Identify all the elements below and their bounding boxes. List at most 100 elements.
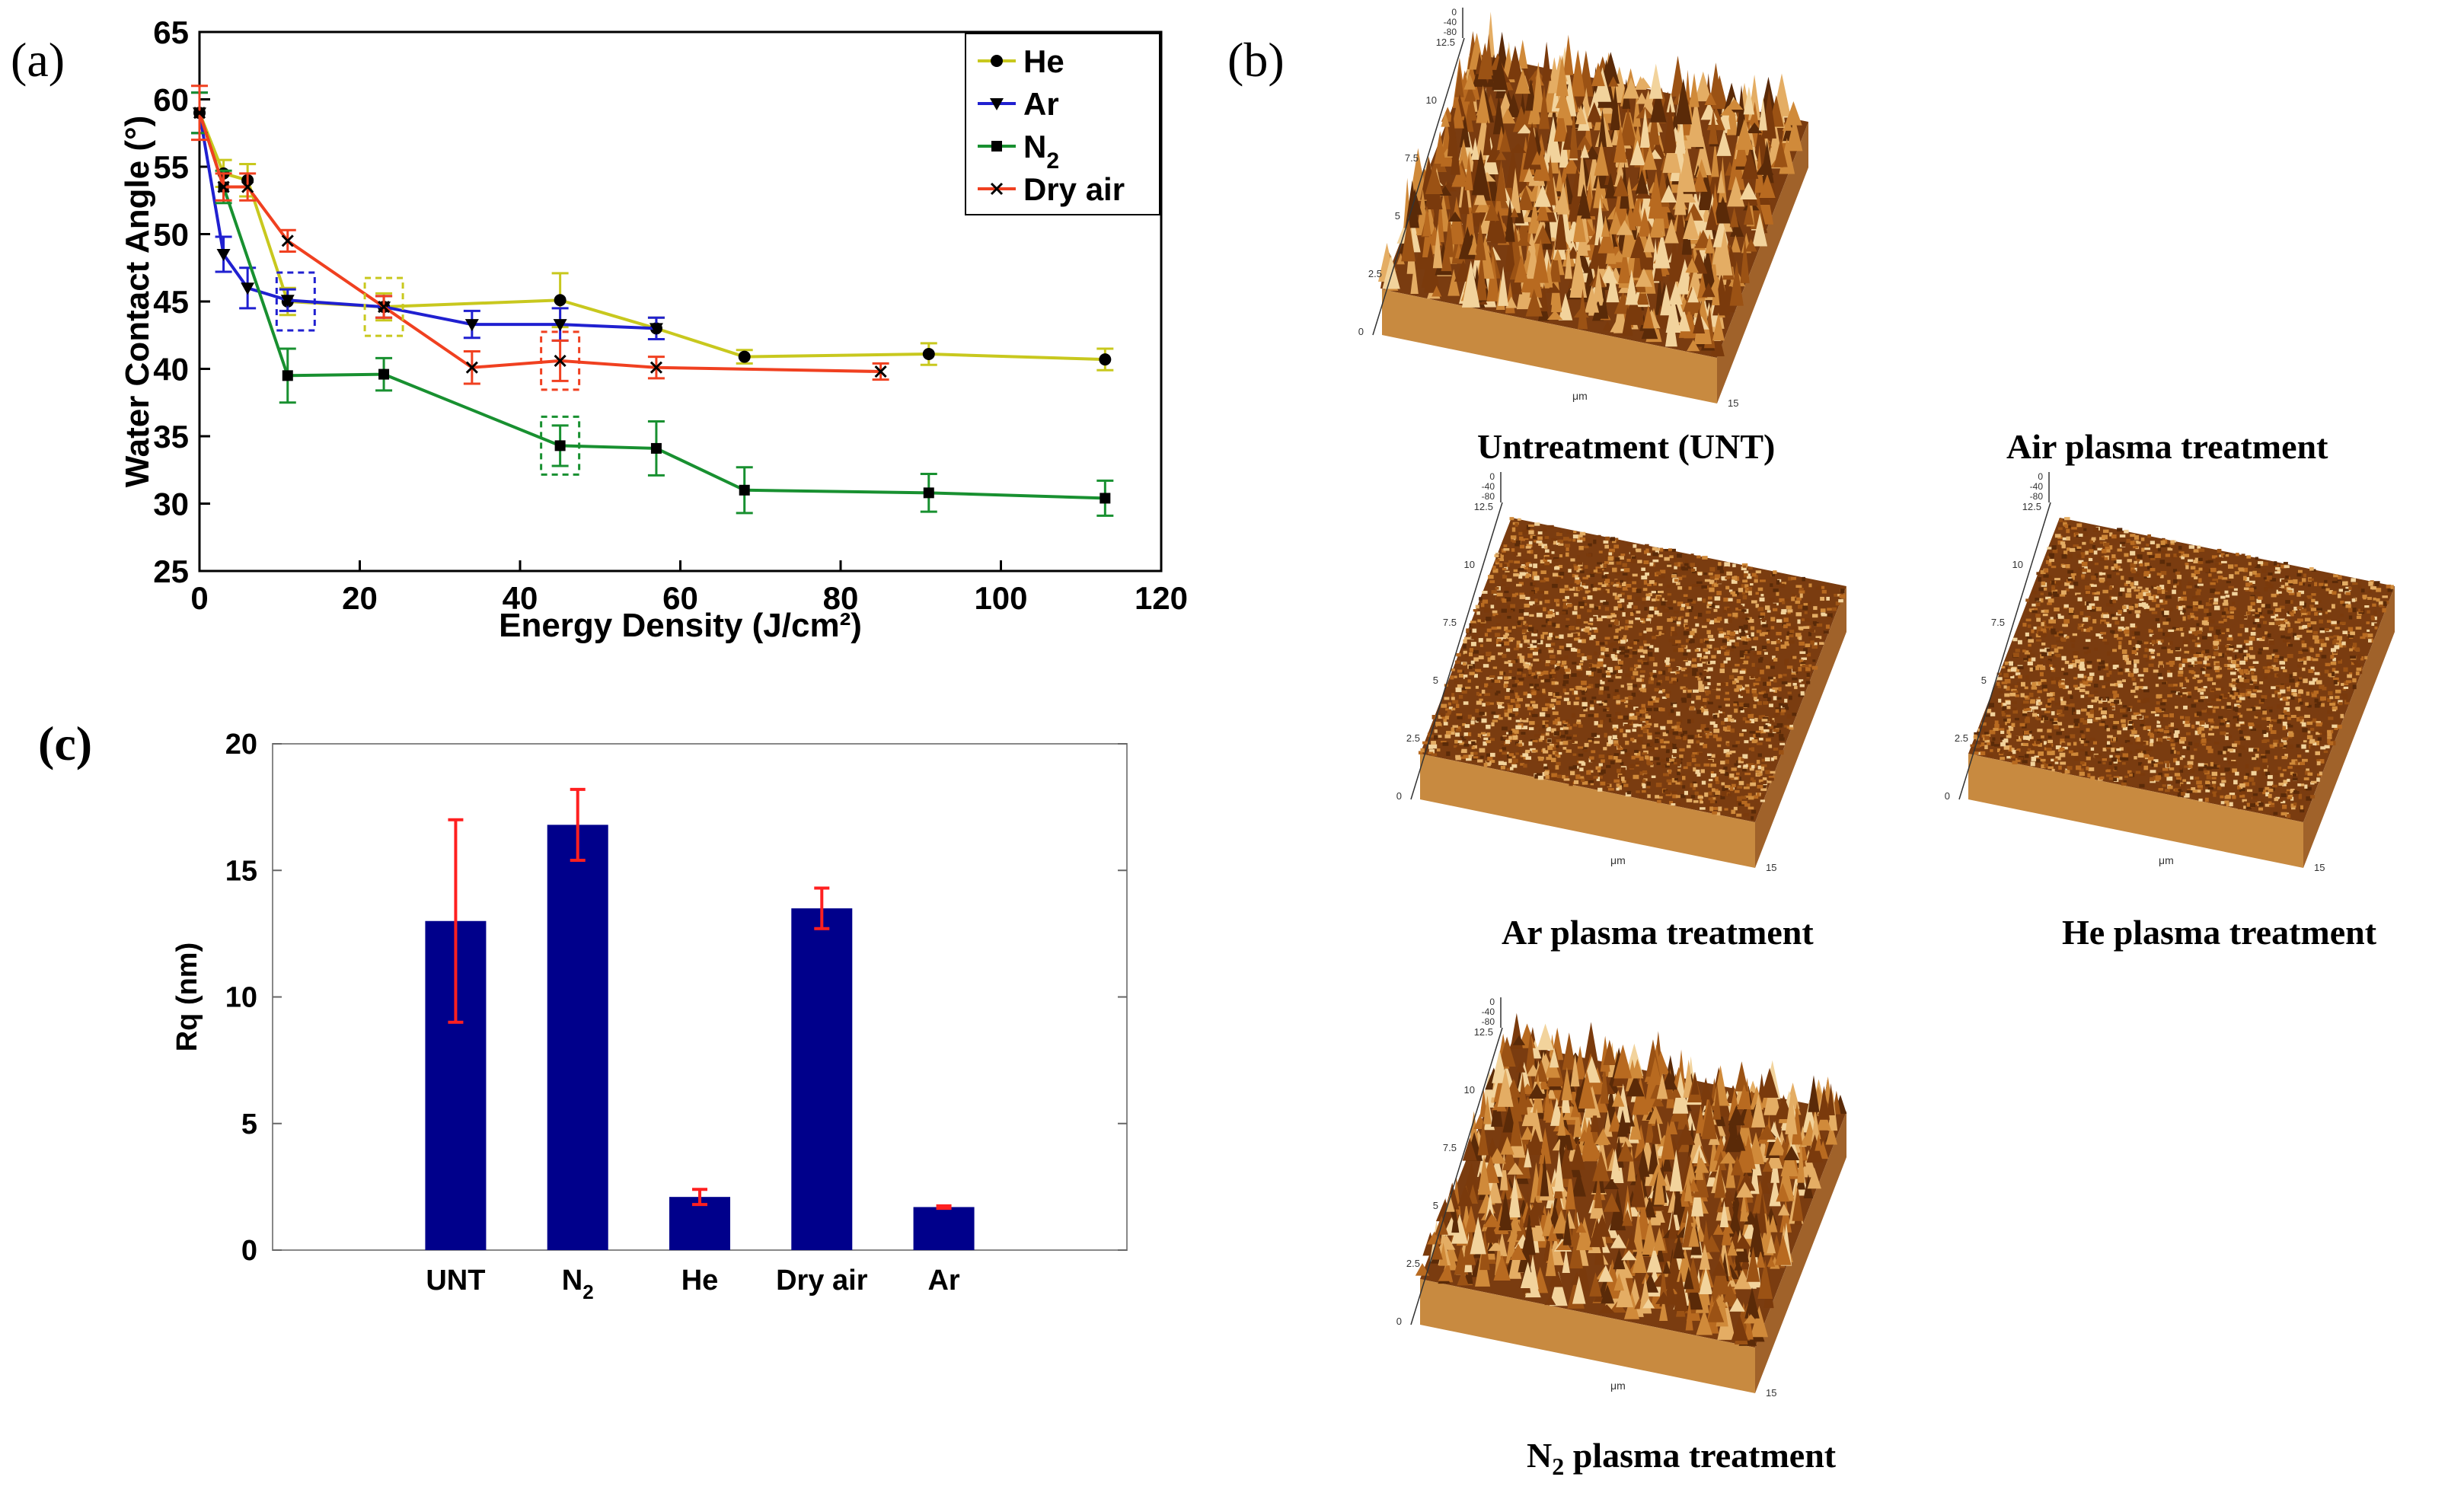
afm-depth-tick: 0	[1396, 1316, 1402, 1327]
y-tick-label: 10	[225, 982, 257, 1014]
category-label: N2	[562, 1265, 594, 1303]
afm-z-tick: 0	[1451, 8, 1457, 18]
afm-z-tick: -80	[1482, 491, 1495, 502]
error-bar	[692, 1188, 707, 1207]
data-point	[241, 282, 255, 295]
data-point	[738, 350, 751, 363]
data-point	[282, 370, 293, 381]
afm-caption-ar: Ar plasma treatment	[1502, 913, 1814, 952]
data-point	[874, 365, 887, 378]
afm-depth-tick: 10	[1426, 94, 1437, 106]
category-label: Ar	[927, 1265, 959, 1297]
y-tick-label: 5	[241, 1108, 257, 1140]
afm-caption-air: Air plasma treatment	[2006, 427, 2328, 466]
series-line	[198, 112, 1106, 362]
afm-depth-tick: 2.5	[1406, 1258, 1420, 1269]
afm-depth-tick: 5	[1433, 1200, 1438, 1211]
afm-depth-axis	[1958, 502, 2051, 800]
afm-front-wall	[1382, 289, 1717, 404]
afm-z-tick: -40	[1482, 1006, 1495, 1017]
data-point	[281, 234, 294, 247]
data-point	[923, 487, 934, 499]
afm-side-wall	[1755, 1112, 1846, 1393]
data-point	[650, 361, 662, 374]
data-point	[739, 484, 750, 496]
afm-z-tick: 0	[2038, 472, 2043, 482]
afm-depth-tick: 0	[1358, 326, 1364, 337]
afm-texture	[1378, 11, 1803, 357]
afm-depth-axis	[1410, 1027, 1503, 1325]
afm-depth-tick: 12.5	[2022, 501, 2041, 512]
afm-x-tick: 15	[1766, 1387, 1776, 1399]
afm-depth-tick: 7.5	[1405, 152, 1419, 164]
category-label: UNT	[426, 1265, 485, 1297]
data-point	[554, 294, 567, 307]
afm-z-tick: -80	[1482, 1016, 1495, 1027]
data-point	[922, 348, 935, 361]
afm-depth-tick: 0	[1945, 790, 1950, 802]
y-tick-label: 55	[153, 149, 189, 185]
y-tick-label: 30	[153, 486, 189, 522]
x-tick-label: 100	[974, 580, 1027, 616]
legend-marker	[990, 182, 1004, 196]
afm-side-wall	[1755, 586, 1846, 868]
afm-depth-axis	[1410, 502, 1503, 800]
afm-side-wall	[2303, 586, 2395, 868]
error-bar	[448, 818, 464, 1024]
y-tick-label: 15	[225, 855, 257, 887]
data-point	[554, 354, 567, 367]
x-tick-label: 40	[503, 580, 538, 616]
afm-x-unit: μm	[2159, 854, 2174, 866]
afm-front-wall	[1420, 1279, 1755, 1393]
afm-caption-untreated: Untreatment (UNT)	[1477, 427, 1776, 466]
data-point	[464, 319, 479, 332]
afm-depth-tick: 2.5	[1955, 732, 1968, 744]
afm-depth-tick: 10	[1464, 1084, 1475, 1096]
afm-texture	[1415, 1013, 1847, 1346]
y-tick-label: 50	[153, 217, 189, 253]
data-point	[1099, 353, 1112, 366]
afm-depth-tick: 7.5	[1991, 617, 2005, 628]
data-point	[554, 440, 566, 451]
afm-z-tick: 0	[1489, 472, 1495, 482]
bar	[791, 908, 853, 1250]
y-tick-label: 40	[153, 352, 189, 388]
data-point	[649, 323, 663, 336]
afm-texture	[1418, 517, 1846, 820]
panel-label-c: (c)	[38, 716, 93, 770]
legend-label: He	[1023, 43, 1064, 79]
afm-x-unit: μm	[1610, 1380, 1626, 1392]
data-point	[650, 442, 662, 454]
legend-marker	[990, 98, 1004, 110]
data-point	[280, 295, 295, 308]
afm-depth-tick: 5	[1981, 675, 1987, 686]
afm-x-tick: 15	[1728, 397, 1738, 409]
afm-depth-tick: 5	[1433, 675, 1438, 686]
y-tick-label: 60	[153, 82, 189, 118]
afm-x-tick: 15	[2314, 862, 2325, 873]
afm-side-wall	[1717, 122, 1808, 404]
legend-label: Dry air	[1023, 171, 1125, 207]
legend-label: Ar	[1023, 86, 1059, 122]
error-bar	[570, 787, 586, 862]
x-tick-label: 20	[342, 580, 378, 616]
afm-z-tick: -40	[1482, 481, 1495, 492]
afm-z-tick: -40	[2030, 481, 2044, 492]
afm-depth-tick: 7.5	[1443, 617, 1457, 628]
bar	[547, 825, 608, 1250]
y-tick-label: 65	[153, 14, 189, 50]
series-line	[198, 112, 881, 374]
category-label: Dry air	[776, 1265, 868, 1297]
afm-x-tick: 15	[1766, 862, 1776, 873]
category-label: He	[681, 1265, 719, 1297]
error-bar	[814, 886, 830, 930]
afm-texture	[1970, 517, 2394, 818]
y-tick-label: 20	[225, 729, 257, 761]
afm-depth-tick: 0	[1396, 790, 1402, 802]
bar	[913, 1207, 975, 1250]
data-point	[217, 180, 230, 193]
